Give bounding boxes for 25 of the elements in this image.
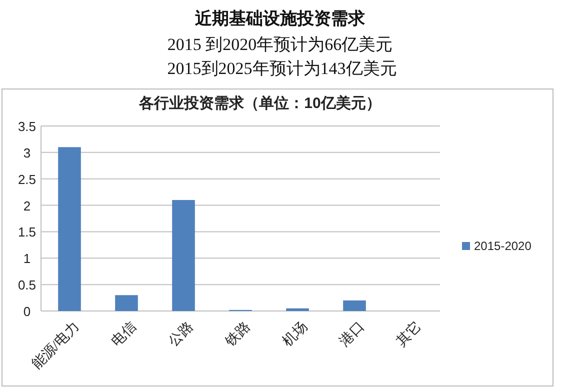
y-tick-label: 3.5 (18, 119, 36, 134)
x-tick-label: 港口 (336, 318, 368, 350)
y-tick-label: 3 (23, 145, 31, 160)
x-tick-label: 公路 (165, 318, 197, 350)
bar (58, 147, 81, 311)
y-tick-label: 2 (23, 198, 31, 214)
x-tick-label: 其它 (393, 318, 425, 350)
y-tick-label: 2.5 (18, 172, 36, 187)
x-tick-label: 能源/电力 (28, 318, 83, 372)
x-tick-label: 电信 (108, 318, 140, 350)
x-tick-label: 铁路 (222, 318, 254, 351)
y-tick-label: 1.5 (18, 224, 36, 240)
text: 各行业投资需求（单位：10亿美元） (138, 94, 381, 112)
text: 2015到2025年预计为143亿美元 (167, 59, 397, 78)
bar (115, 295, 138, 311)
y-tick-label: 0.5 (18, 278, 36, 293)
x-tick-label: 机场 (279, 318, 311, 350)
y-tick-label: 1 (23, 251, 31, 266)
legend-label: 2015-2020 (474, 239, 532, 253)
chart-title: 近期基础设施投资需求 (194, 9, 366, 28)
chart-subtitle: 2015 到2020年预计为66亿美元 (167, 35, 393, 54)
bar (343, 300, 366, 311)
y-tick-label: 0 (23, 304, 31, 319)
bar (286, 308, 309, 311)
bar (172, 200, 195, 311)
